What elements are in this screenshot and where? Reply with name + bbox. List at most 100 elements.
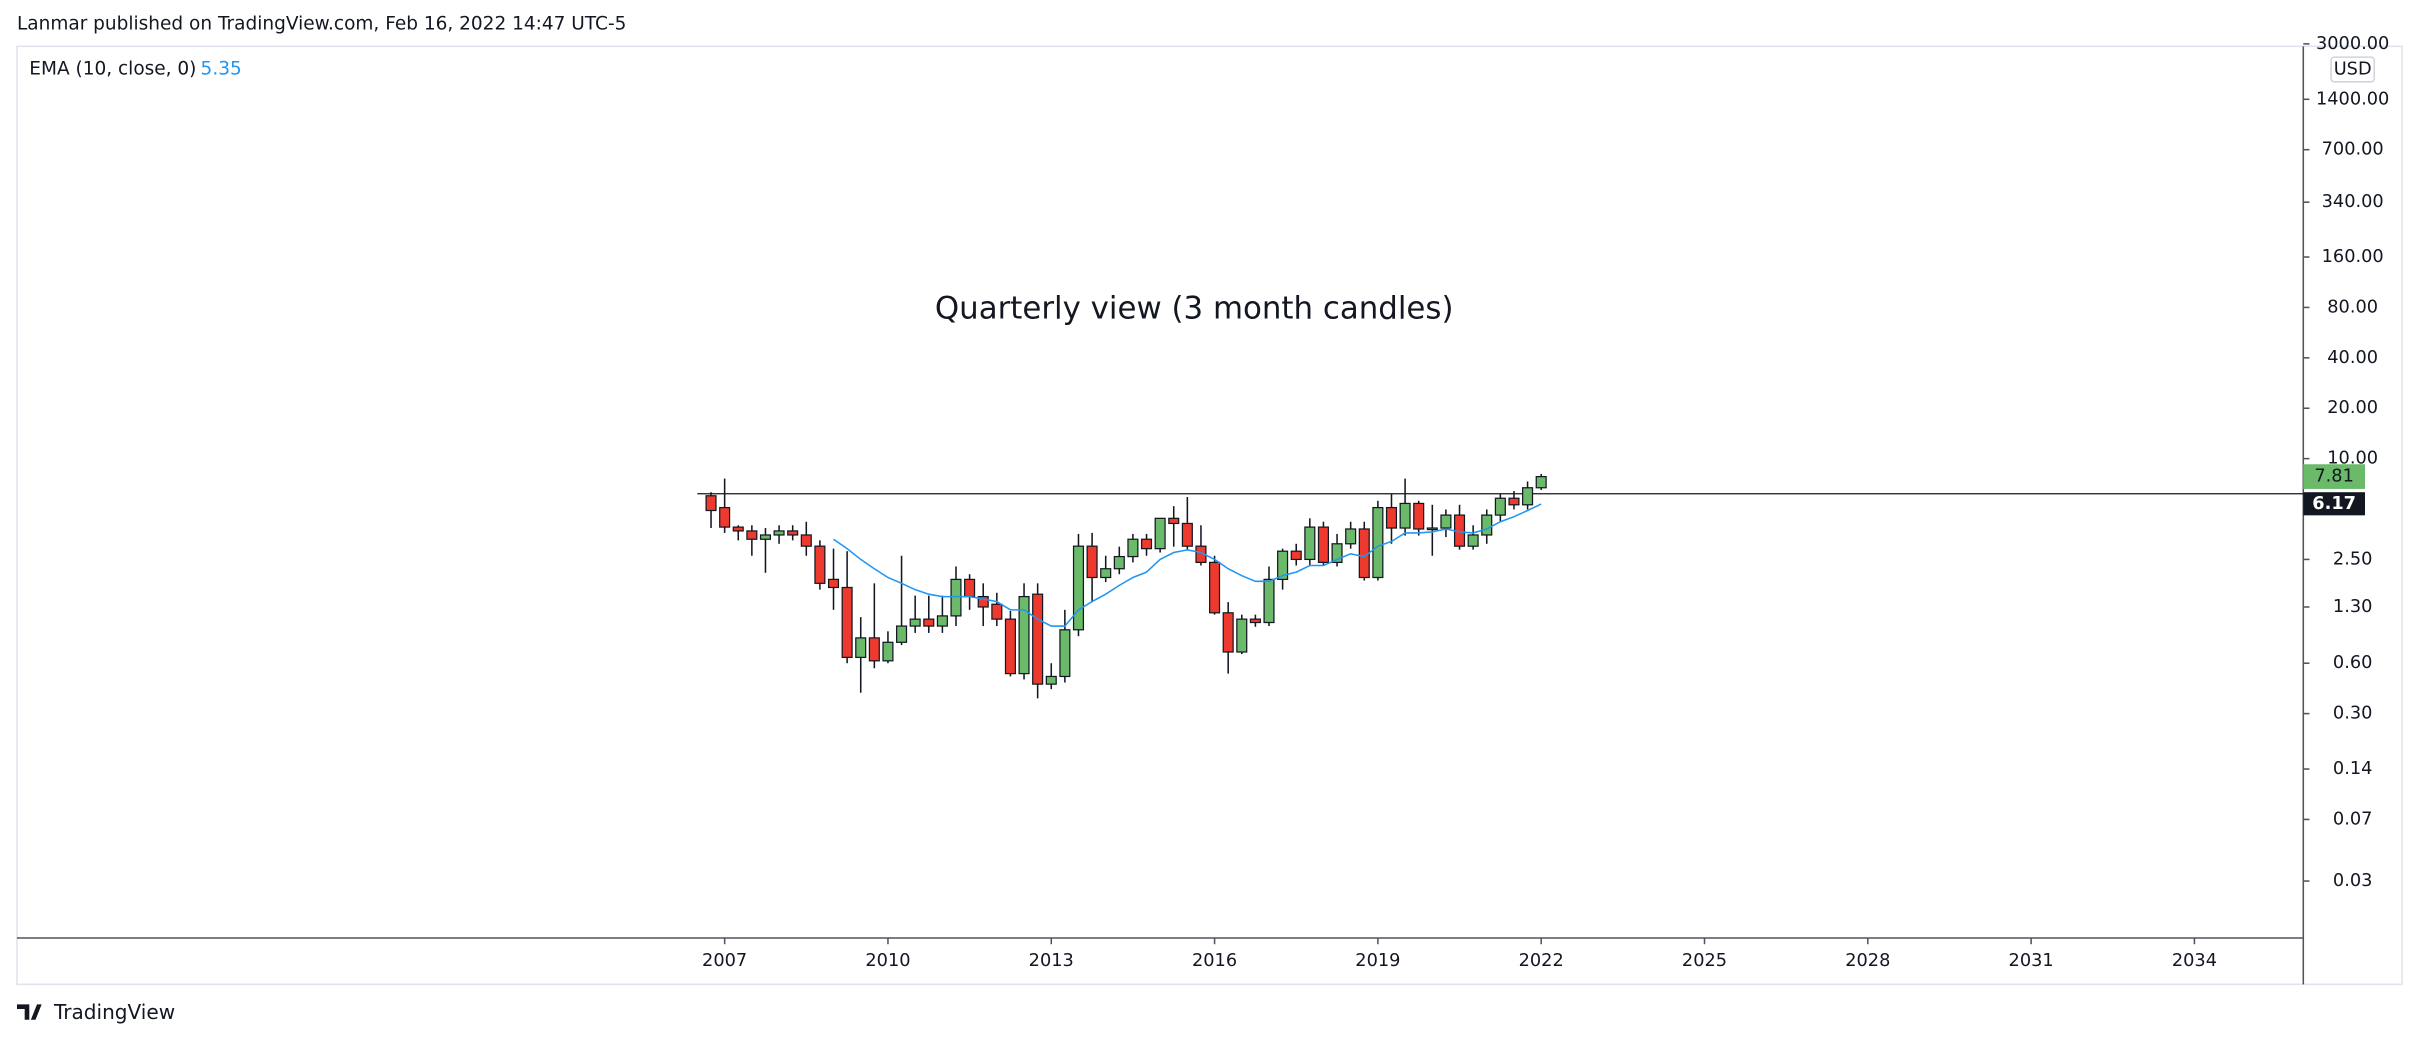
y-tick-label: 0.07 bbox=[2333, 809, 2373, 829]
footer-text: TradingView bbox=[53, 1000, 175, 1024]
candle-body bbox=[773, 530, 785, 536]
candle-body bbox=[1032, 593, 1044, 685]
candle-body bbox=[964, 578, 976, 598]
candle-body bbox=[1372, 506, 1384, 579]
candle-body bbox=[787, 530, 799, 536]
candle-body bbox=[1263, 578, 1275, 624]
candle-body bbox=[1140, 538, 1153, 550]
candle-body bbox=[896, 625, 908, 643]
header-text: Lanmar published on TradingView.com, Feb… bbox=[17, 14, 626, 35]
ema-line bbox=[833, 503, 1542, 627]
x-tick-label: 2028 bbox=[1845, 951, 1890, 971]
candle-body bbox=[923, 618, 935, 627]
candle-body bbox=[841, 586, 853, 659]
candle-body bbox=[1331, 543, 1343, 564]
candle-body bbox=[991, 603, 1003, 620]
candle-body bbox=[1277, 550, 1289, 581]
y-tick-label: 0.03 bbox=[2333, 871, 2373, 891]
candle-body bbox=[1045, 675, 1057, 685]
candle-body bbox=[746, 530, 758, 540]
candle-body bbox=[1113, 555, 1125, 570]
candle-body bbox=[1317, 526, 1329, 564]
x-tick-label: 2010 bbox=[865, 951, 910, 971]
last-price-label: 7.81 bbox=[2314, 467, 2354, 487]
candle-body bbox=[882, 641, 894, 662]
candle-body bbox=[1385, 506, 1398, 529]
candle-body bbox=[1127, 538, 1139, 558]
y-tick-label: 20.00 bbox=[2327, 398, 2378, 418]
candle-body bbox=[1154, 517, 1166, 550]
hline-price-box bbox=[2303, 492, 2366, 516]
candle-body bbox=[936, 615, 948, 627]
candle-body bbox=[1249, 618, 1261, 624]
candle-body bbox=[1100, 568, 1112, 579]
candle-body bbox=[909, 618, 921, 627]
frame bbox=[16, 45, 2403, 986]
y-tick-label: 80.00 bbox=[2327, 297, 2378, 317]
candle-body bbox=[1004, 618, 1016, 675]
currency: USD bbox=[2334, 59, 2372, 79]
y-tick-label: 40.00 bbox=[2327, 348, 2378, 368]
candle-body bbox=[1522, 487, 1534, 506]
y-tick-label: 0.30 bbox=[2333, 704, 2373, 724]
logo-icon bbox=[16, 1004, 42, 1020]
y-tick-label: 0.60 bbox=[2333, 653, 2373, 673]
candles bbox=[705, 473, 1547, 699]
y-tick-label: 160.00 bbox=[2322, 247, 2384, 267]
legend-name: EMA (10, close, 0) bbox=[29, 58, 196, 79]
candle-body bbox=[950, 578, 962, 617]
candle-body bbox=[1236, 618, 1248, 653]
candle-body bbox=[1440, 514, 1452, 529]
currency-box bbox=[2330, 56, 2376, 83]
y-tick-label: 1400.00 bbox=[2316, 89, 2389, 109]
y-tick-label: 3000.00 bbox=[2316, 34, 2389, 54]
candle-body bbox=[1059, 629, 1071, 678]
y-tick-label: 2.50 bbox=[2333, 549, 2373, 569]
x-tick-label: 2013 bbox=[1029, 951, 1074, 971]
candle-body bbox=[977, 595, 989, 608]
x-tick-label: 2031 bbox=[2009, 951, 2054, 971]
y-tick-label: 0.14 bbox=[2333, 759, 2373, 779]
hline-price-label: 6.17 bbox=[2312, 494, 2356, 514]
candle-body bbox=[705, 495, 717, 512]
candle-body bbox=[1222, 612, 1234, 653]
candle-body bbox=[1426, 527, 1438, 531]
candle-body bbox=[1481, 514, 1493, 536]
candle-body bbox=[1181, 522, 1193, 547]
candle-body bbox=[855, 637, 867, 659]
y-tick-label: 340.00 bbox=[2322, 192, 2384, 212]
candle-body bbox=[1467, 534, 1479, 547]
x-tick-label: 2034 bbox=[2172, 951, 2217, 971]
candle-body bbox=[1535, 475, 1547, 489]
candle-body bbox=[1018, 595, 1030, 675]
candle-body bbox=[868, 637, 880, 662]
candle-body bbox=[814, 545, 826, 584]
x-tick-label: 2016 bbox=[1192, 951, 1237, 971]
x-tick-label: 2025 bbox=[1682, 951, 1727, 971]
x-tick-label: 2022 bbox=[1519, 951, 1564, 971]
annotation: Quarterly view (3 month candles) bbox=[935, 291, 1454, 327]
candle-body bbox=[1209, 561, 1221, 614]
candle-body bbox=[1072, 545, 1085, 631]
candle-body bbox=[1494, 497, 1506, 516]
candle-body bbox=[759, 534, 772, 540]
candle-body bbox=[1345, 528, 1357, 545]
candle-body bbox=[1413, 502, 1425, 530]
candle-body bbox=[1290, 550, 1302, 561]
candle-body bbox=[719, 506, 731, 528]
candle-body bbox=[800, 534, 812, 547]
candle-body bbox=[1086, 545, 1098, 579]
y-tick-label: 1.30 bbox=[2333, 597, 2373, 617]
candle-body bbox=[1168, 517, 1180, 525]
candle-body bbox=[732, 526, 744, 532]
candle-body bbox=[1304, 526, 1316, 561]
y-tick-label: 700.00 bbox=[2322, 140, 2384, 160]
candle-body bbox=[1508, 497, 1520, 506]
last-price-box bbox=[2303, 464, 2366, 489]
candle-body bbox=[1399, 502, 1411, 529]
x-tick-label: 2007 bbox=[702, 951, 747, 971]
candle-body bbox=[827, 578, 840, 589]
x-tick-label: 2019 bbox=[1355, 951, 1400, 971]
